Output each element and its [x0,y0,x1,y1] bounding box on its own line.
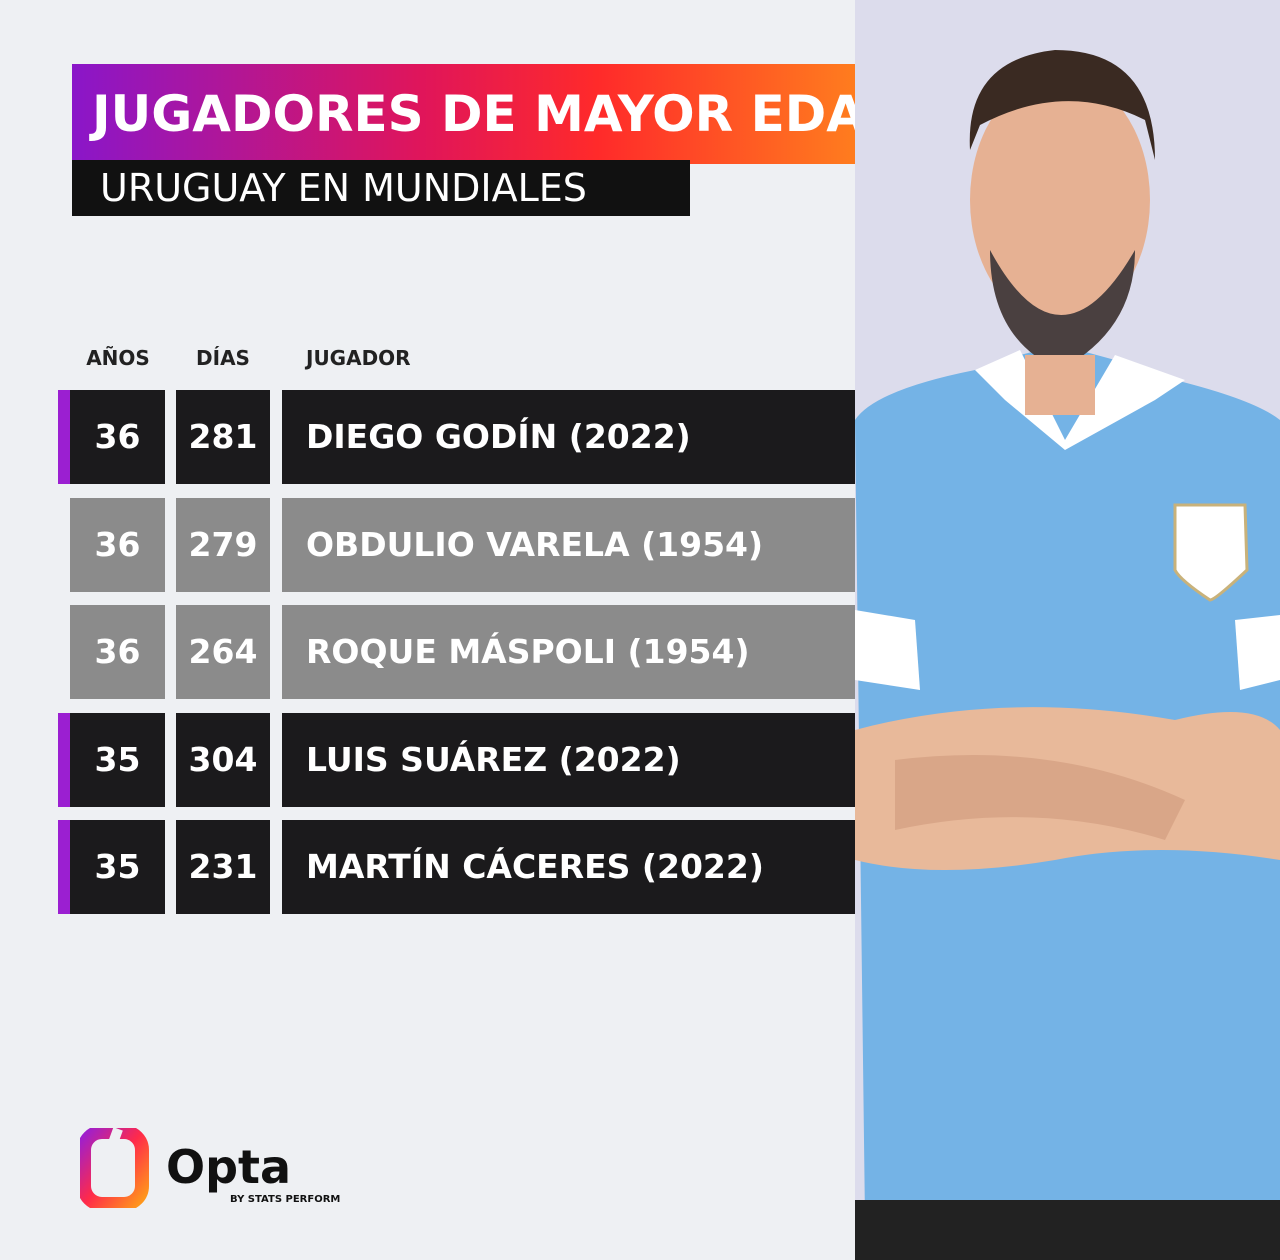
row-accent [58,712,70,807]
logo-icon [80,1128,149,1208]
days-cell: 279 [176,497,270,592]
player-cell: DIEGO GODÍN (2022) [282,390,855,484]
column-header: JUGADOR [306,346,411,370]
years-cell: 36 [70,497,165,592]
days-cell: 264 [176,605,270,699]
title: JUGADORES DE MAYOR EDAD [72,64,948,164]
years-cell: 35 [70,712,165,807]
years-cell: 36 [70,605,165,699]
logo-tagline: BY STATS PERFORM [230,1194,341,1205]
column-header: AÑOS [86,346,150,370]
days-cell: 304 [176,712,270,807]
row-accent [58,820,70,914]
player-cell: ROQUE MÁSPOLI (1954) [282,605,855,699]
subtitle: URUGUAY EN MUNDIALES [72,160,690,216]
player-cell: MARTÍN CÁCERES (2022) [282,820,855,914]
days-cell: 281 [176,390,270,484]
years-cell: 35 [70,820,165,914]
player-photo [855,0,1280,1260]
logo-name: Opta [166,1140,292,1194]
years-cell: 36 [70,390,165,484]
column-header: DÍAS [196,346,250,370]
player-cell: LUIS SUÁREZ (2022) [282,712,855,807]
player-cell: OBDULIO VARELA (1954) [282,497,855,592]
row-accent [58,390,70,484]
days-cell: 231 [176,820,270,914]
